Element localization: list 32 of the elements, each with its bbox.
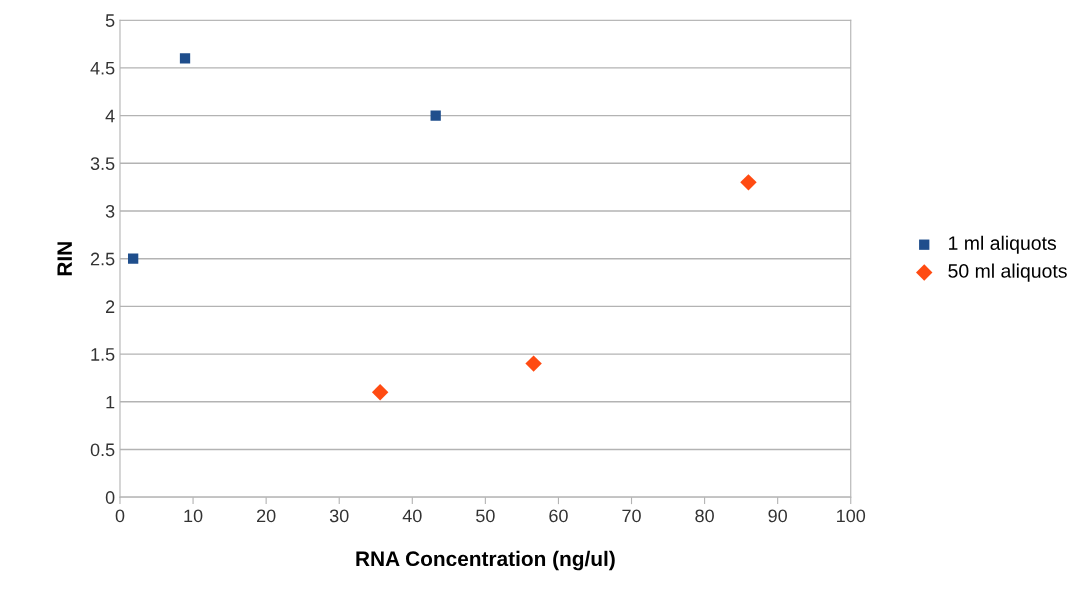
y-tick-label: 3.5 xyxy=(90,157,115,171)
y-tick-label: 5 xyxy=(105,14,115,27)
legend-label: 50 ml aliquots xyxy=(948,263,1067,282)
x-axis-title: RNA Concentration (ng/ul) xyxy=(356,550,615,571)
y-tick-label: 0.5 xyxy=(90,443,115,457)
x-tick-label: 80 xyxy=(695,509,714,523)
x-tick-label: 40 xyxy=(402,509,422,523)
y-tick-label: 1 xyxy=(106,395,115,409)
x-tick-label: 0 xyxy=(115,509,125,523)
y-tick-label: 2.5 xyxy=(90,252,115,266)
y-axis-title: RIN xyxy=(57,242,72,276)
point xyxy=(430,110,441,121)
x-tick-label: 90 xyxy=(768,509,788,523)
point xyxy=(371,384,389,401)
y-tick-label: 4 xyxy=(105,109,115,123)
point xyxy=(127,253,139,264)
x-tick-label: 30 xyxy=(329,509,349,523)
x-tick-label: 100 xyxy=(837,509,866,523)
x-tick-label: 50 xyxy=(476,509,495,523)
point xyxy=(525,355,542,372)
x-tick-label: 20 xyxy=(257,509,276,523)
x-tick-label: 70 xyxy=(622,509,641,523)
x-tick-label: 10 xyxy=(184,509,203,523)
legend-label: 1 ml aliquots xyxy=(949,235,1057,254)
y-tick-label: 3 xyxy=(105,204,115,218)
y-tick-label: 4.5 xyxy=(90,62,115,75)
y-tick-label: 0 xyxy=(105,491,115,504)
point xyxy=(740,174,757,191)
y-tick-label: 2 xyxy=(106,300,115,313)
point xyxy=(179,53,191,64)
y-tick-label: 1.5 xyxy=(91,348,115,361)
x-tick-label: 60 xyxy=(549,509,568,523)
